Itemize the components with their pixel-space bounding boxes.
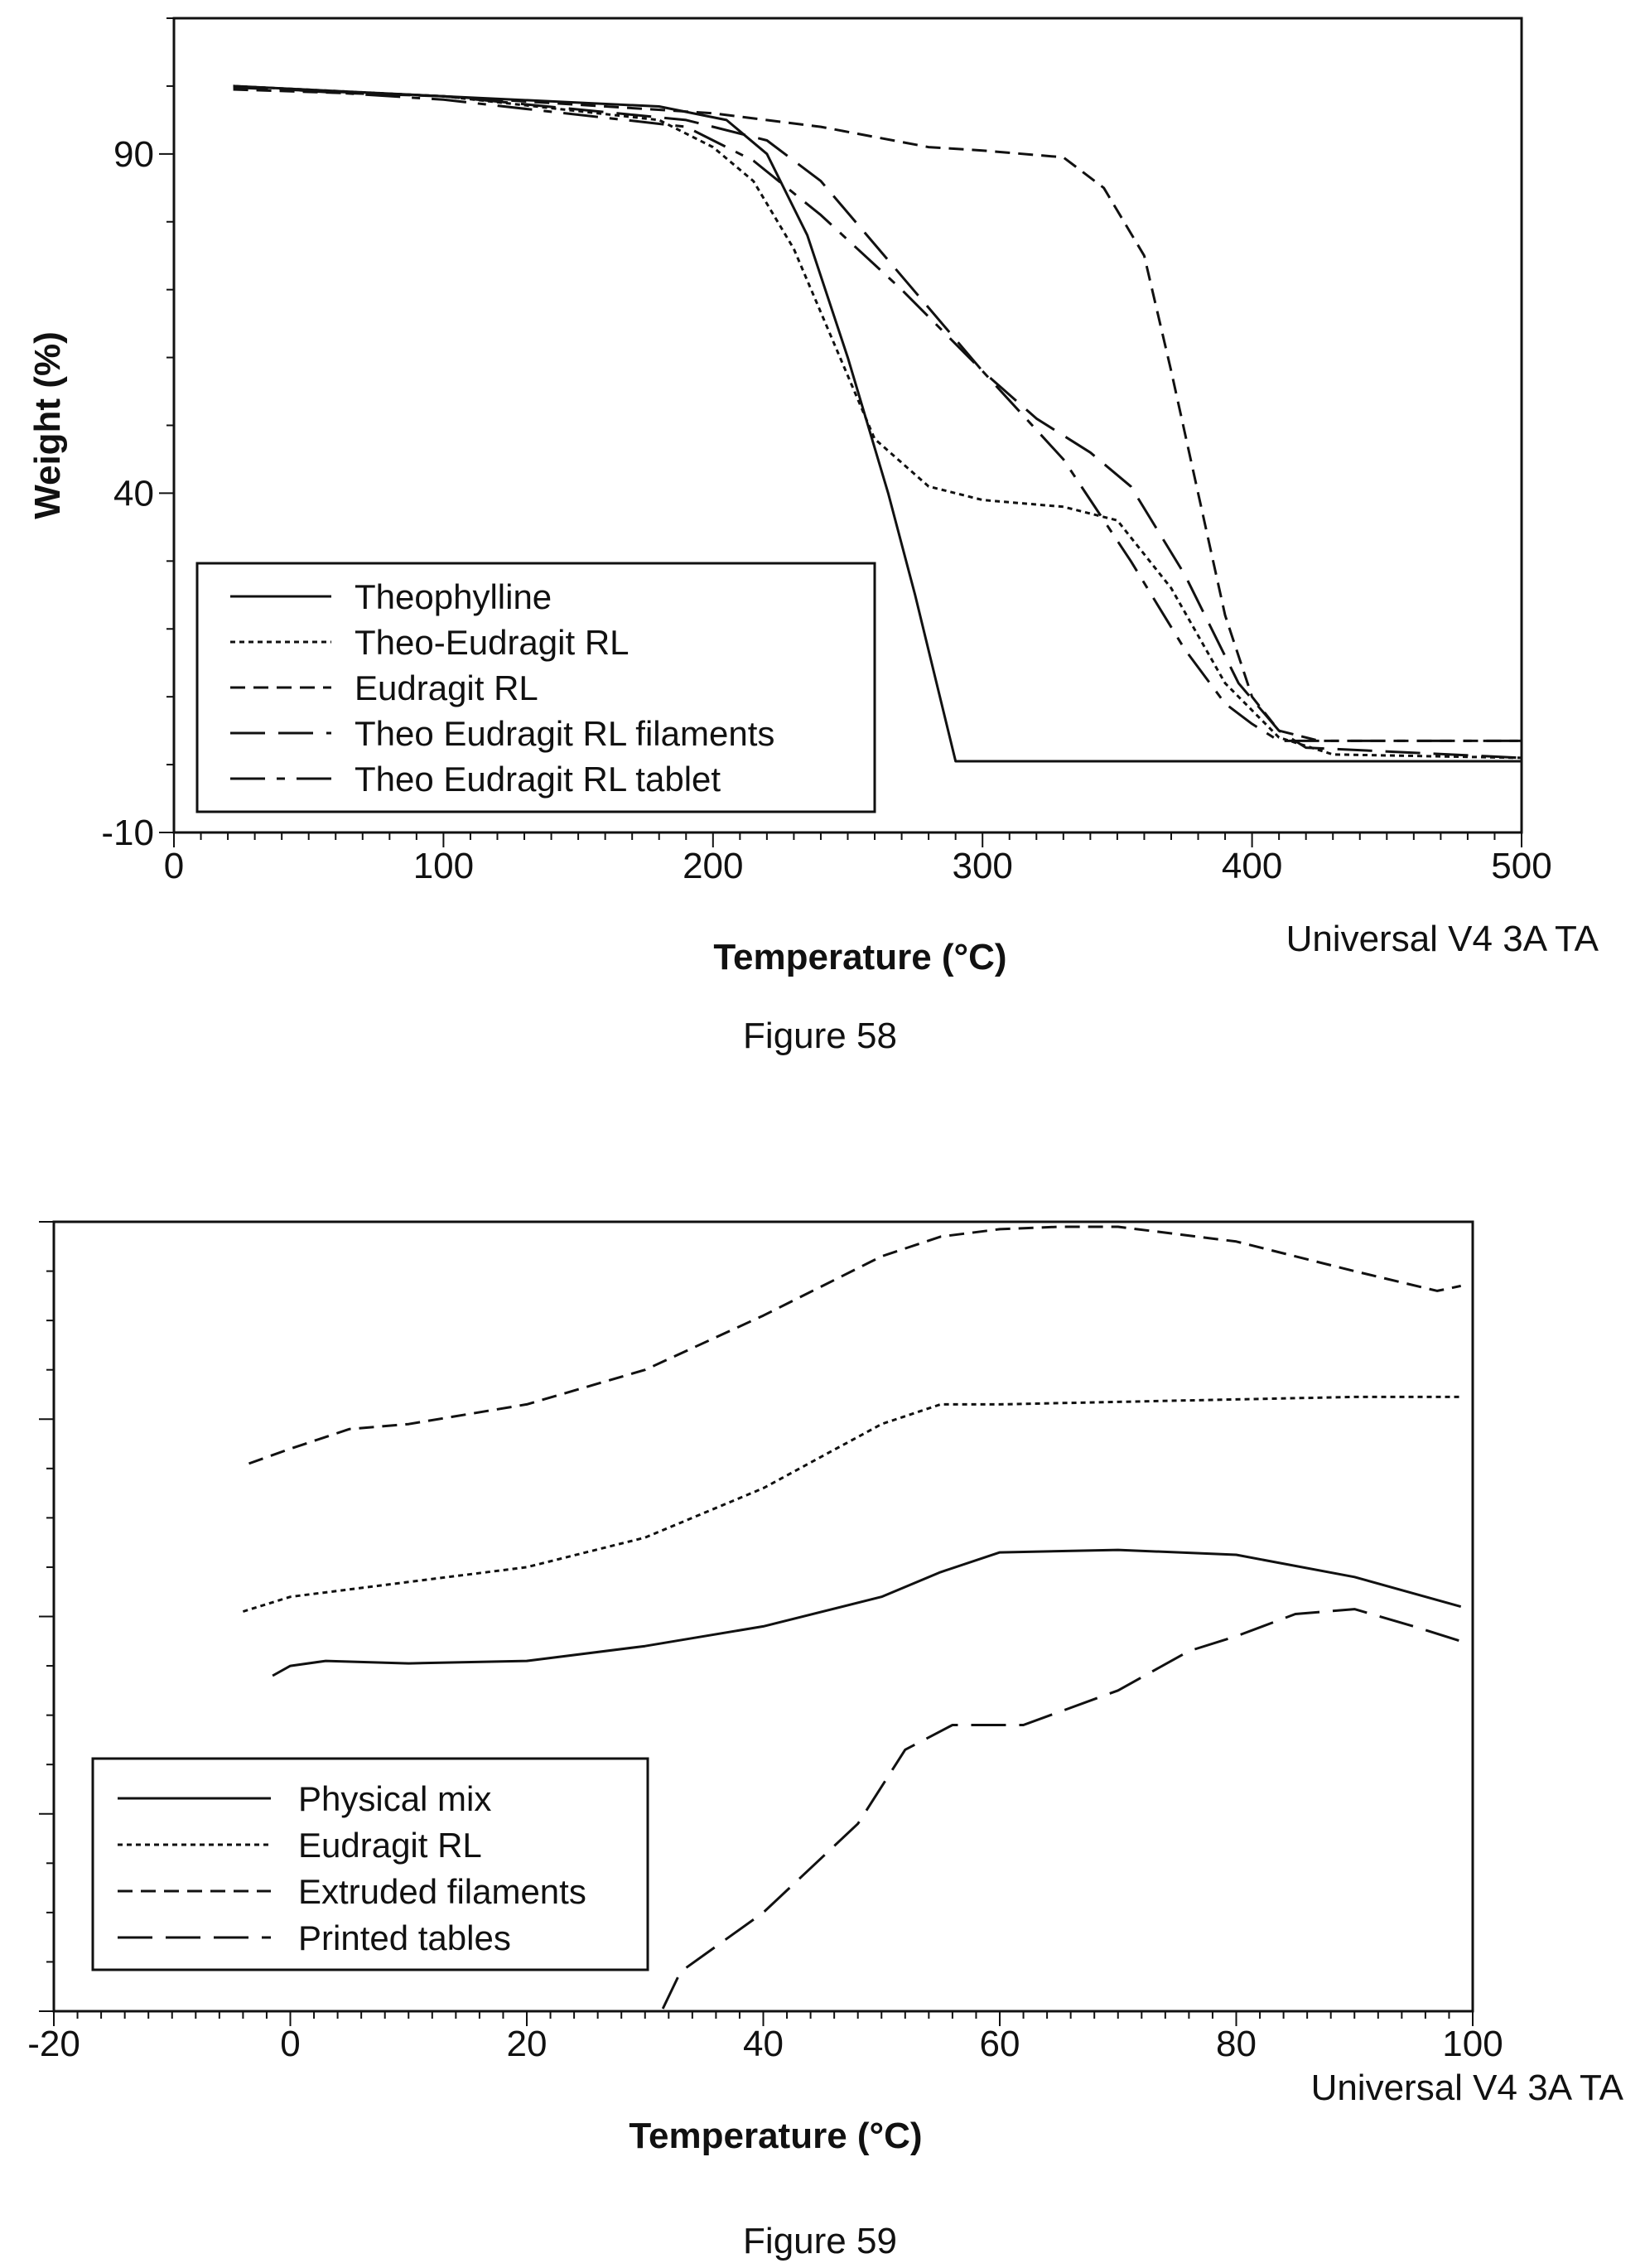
series-line-printed-tables [661,1608,1462,2010]
x-tick-label: 300 [952,846,1012,886]
legend-label: Theo-Eudragit RL [355,623,630,662]
x-tick-label: 0 [280,2024,300,2064]
x-tick-label: 0 [164,846,184,886]
x-tick-label: 20 [507,2024,548,2064]
x-tick-label: 100 [1442,2024,1503,2064]
legend-label: Theo Eudragit RL tablet [355,760,721,799]
series-line-eudragit-rl [242,1395,1461,1613]
x-tick-label: 80 [1216,2024,1257,2064]
legend-label: Printed tables [298,1918,511,1957]
figure-caption: Figure 58 [743,1016,897,1056]
legend-label: Theo Eudragit RL filaments [355,714,774,753]
y-tick-label: 90 [113,134,154,175]
x-tick-label: 400 [1222,846,1282,886]
instrument-note: Universal V4 3A TA [1286,919,1599,959]
chart-figure-59: -20 0 20 40 60 80 100 Physical mix Eudragit RL Ex… [27,1220,1624,2261]
y-axis-title: Weight (%) [27,331,68,519]
x-axis-title: Temperature (°C) [713,937,1006,977]
chart-figure-58: 0 100 200 300 400 500 -10 40 90 Theophylline Theo-… [27,17,1599,1056]
x-tick-label: 40 [743,2024,784,2064]
y-tick-label: -10 [101,813,154,853]
series-line-theo-eudragit-rl-filaments [233,86,1522,760]
series-line-physical-mix [272,1548,1462,1677]
x-tick-label: -20 [27,2024,80,2064]
y-tick-label: 40 [113,473,154,514]
legend-label: Physical mix [298,1779,491,1818]
x-axis-title: Temperature (°C) [629,2116,922,2156]
series-line-theophylline [233,84,1522,763]
legend-label: Theophylline [355,577,552,616]
x-tick-label: 60 [980,2024,1020,2064]
x-tick-label: 100 [413,846,474,886]
legend-label: Eudragit RL [298,1826,482,1865]
series-line-extruded-filaments [248,1225,1462,1465]
x-tick-label: 200 [683,846,743,886]
series-line-theo-eudragit-rl-tablet [233,84,1522,742]
series-line-theo-eudragit-rl [233,84,1522,760]
legend-box [91,1757,649,1971]
legend-label: Extruded filaments [298,1872,586,1911]
instrument-note: Universal V4 3A TA [1311,2068,1624,2108]
x-tick-label: 500 [1491,846,1551,886]
figure-caption: Figure 59 [743,2221,897,2261]
legend-label: Eudragit RL [355,668,538,707]
